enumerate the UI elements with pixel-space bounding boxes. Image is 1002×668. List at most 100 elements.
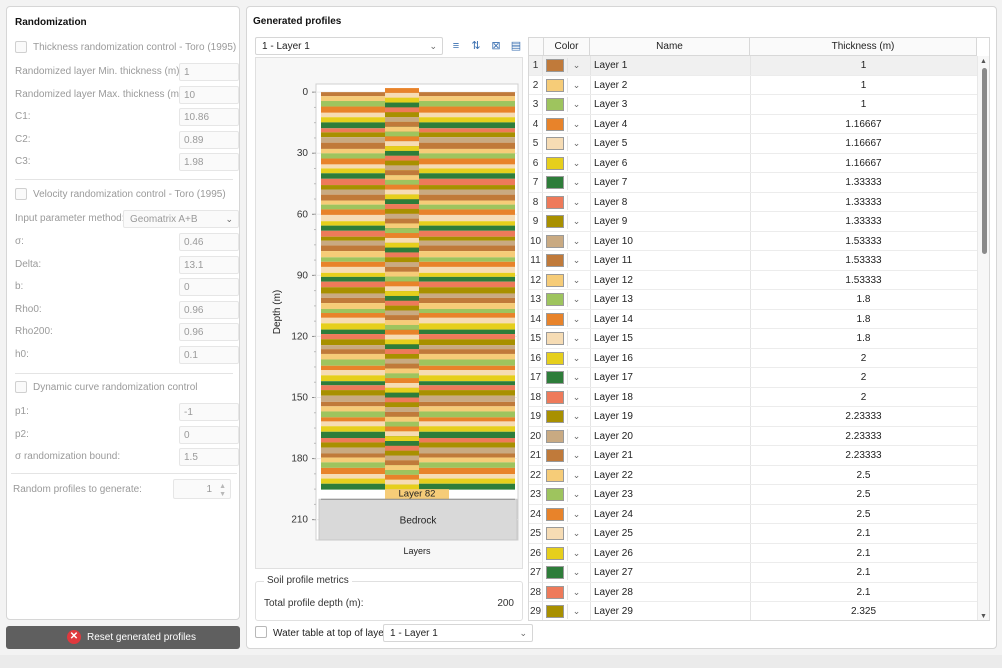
layer-name-cell[interactable]: Layer 29 [594, 606, 633, 617]
table-row[interactable]: 29 ⌄ Layer 29 2.325 [529, 602, 977, 620]
chevron-down-icon[interactable]: ⌄ [567, 175, 585, 190]
layer-thickness-cell[interactable]: 2.5 [856, 508, 871, 520]
color-swatch[interactable] [546, 215, 564, 228]
chevron-up-icon[interactable]: ▲ [219, 483, 226, 490]
layer-name-cell[interactable]: Layer 20 [594, 430, 633, 442]
table-row[interactable]: 27 ⌄ Layer 27 2.1 [529, 563, 977, 583]
field-input[interactable]: 13.1 [179, 255, 239, 274]
field-input[interactable]: 1.98 [179, 153, 239, 171]
scrollbar-thumb[interactable] [982, 68, 987, 254]
chevron-down-icon[interactable]: ⌄ [567, 370, 585, 385]
color-swatch[interactable] [546, 156, 564, 170]
table-row[interactable]: 16 ⌄ Layer 16 2 [529, 348, 977, 368]
water-table-checkbox[interactable] [255, 626, 267, 638]
layer-thickness-cell[interactable]: 2 [860, 352, 867, 364]
input-method-select[interactable]: Geomatrix A+B ⌄ [123, 210, 239, 228]
color-swatch[interactable] [546, 137, 564, 150]
table-row[interactable]: 8 ⌄ Layer 8 1.33333 [529, 192, 977, 212]
layer-name-cell[interactable]: Layer 26 [594, 547, 633, 559]
layer-thickness-cell[interactable]: 1 [860, 99, 867, 110]
chevron-down-icon[interactable]: ⌄ [567, 565, 585, 580]
scroll-down-icon[interactable]: ▼ [980, 613, 987, 620]
chevron-down-icon[interactable]: ⌄ [567, 487, 585, 502]
table-row[interactable]: 1 ⌄ Layer 1 1 [529, 56, 977, 76]
field-input[interactable]: 0 [179, 278, 239, 296]
field-input[interactable]: 0.1 [179, 345, 239, 364]
color-swatch[interactable] [546, 59, 564, 72]
table-row[interactable]: 20 ⌄ Layer 20 2.23333 [529, 426, 977, 446]
random-profiles-stepper[interactable]: 1 ▲ ▼ [173, 479, 231, 499]
scroll-up-icon[interactable]: ▲ [980, 58, 987, 65]
color-swatch[interactable] [546, 254, 564, 267]
chevron-down-icon[interactable]: ⌄ [567, 428, 585, 444]
color-swatch[interactable] [546, 605, 564, 618]
table-row[interactable]: 9 ⌄ Layer 9 1.33333 [529, 212, 977, 232]
chevron-down-icon[interactable]: ⌄ [567, 97, 585, 112]
chevron-down-icon[interactable]: ⌄ [567, 253, 585, 268]
layer-name-cell[interactable]: Layer 4 [594, 118, 628, 130]
layer-name-cell[interactable]: Layer 8 [594, 196, 628, 208]
table-row[interactable]: 17 ⌄ Layer 17 2 [529, 368, 977, 388]
table-row[interactable]: 13 ⌄ Layer 13 1.8 [529, 290, 977, 310]
chevron-down-icon[interactable]: ⌄ [567, 389, 585, 405]
layer-name-cell[interactable]: Layer 12 [594, 274, 633, 286]
chevron-down-icon[interactable]: ⌄ [567, 526, 585, 541]
color-swatch[interactable] [546, 429, 564, 443]
layer-name-cell[interactable]: Layer 11 [594, 255, 633, 266]
chevron-down-icon[interactable]: ⌄ [567, 116, 585, 132]
table-row[interactable]: 26 ⌄ Layer 26 2.1 [529, 543, 977, 563]
table-row[interactable]: 15 ⌄ Layer 15 1.8 [529, 329, 977, 349]
thickness-column-header[interactable]: Thickness (m) [750, 38, 977, 56]
chevron-down-icon[interactable]: ⌄ [567, 331, 585, 346]
layer-thickness-cell[interactable]: 2.1 [856, 547, 871, 559]
layer-thickness-cell[interactable]: 2.1 [856, 567, 871, 578]
color-swatch[interactable] [546, 332, 564, 345]
color-swatch[interactable] [546, 195, 564, 209]
color-swatch[interactable] [546, 371, 564, 384]
table-row[interactable]: 3 ⌄ Layer 3 1 [529, 95, 977, 115]
grid-scrollbar[interactable]: ▲ ▼ [977, 56, 989, 620]
table-row[interactable]: 7 ⌄ Layer 7 1.33333 [529, 173, 977, 193]
color-swatch[interactable] [546, 585, 564, 599]
layer-thickness-cell[interactable]: 2.1 [856, 528, 871, 539]
layer-thickness-cell[interactable]: 1.53333 [845, 274, 882, 286]
field-input[interactable]: 10.86 [179, 108, 239, 126]
color-swatch[interactable] [546, 98, 564, 111]
field-input[interactable]: -1 [179, 403, 239, 421]
color-swatch[interactable] [546, 78, 564, 92]
table-row[interactable]: 25 ⌄ Layer 25 2.1 [529, 524, 977, 544]
color-swatch[interactable] [546, 507, 564, 521]
color-swatch[interactable] [546, 234, 564, 248]
chevron-down-icon[interactable]: ⌄ [567, 77, 585, 93]
thickness-randomization-checkbox[interactable] [15, 41, 27, 53]
layer-name-cell[interactable]: Layer 24 [594, 508, 633, 520]
layer-name-cell[interactable]: Layer 16 [594, 352, 633, 364]
table-row[interactable]: 12 ⌄ Layer 12 1.53333 [529, 270, 977, 290]
field-input[interactable]: 0.46 [179, 233, 239, 251]
table-row[interactable]: 2 ⌄ Layer 2 1 [529, 75, 977, 95]
table-row[interactable]: 23 ⌄ Layer 23 2.5 [529, 485, 977, 505]
color-column-header[interactable]: Color [544, 38, 590, 56]
color-swatch[interactable] [546, 312, 564, 326]
table-row[interactable]: 28 ⌄ Layer 28 2.1 [529, 582, 977, 602]
layer-thickness-cell[interactable]: 1 [860, 79, 867, 91]
layer-thickness-cell[interactable]: 1.16667 [845, 118, 882, 130]
chevron-down-icon[interactable]: ⌄ [567, 292, 585, 307]
layer-thickness-cell[interactable]: 2.1 [856, 586, 871, 598]
field-input[interactable]: 0.96 [179, 300, 239, 319]
color-swatch[interactable] [546, 351, 564, 365]
reset-generated-profiles-button[interactable]: ✕ Reset generated profiles [6, 626, 240, 649]
table-row[interactable]: 22 ⌄ Layer 22 2.5 [529, 465, 977, 485]
color-swatch[interactable] [546, 546, 564, 560]
chevron-down-icon[interactable]: ⌄ [567, 214, 585, 229]
layer-thickness-cell[interactable]: 1.53333 [845, 255, 882, 266]
velocity-randomization-checkbox[interactable] [15, 188, 27, 200]
layer-name-cell[interactable]: Layer 27 [594, 567, 633, 578]
layer-name-cell[interactable]: Layer 21 [594, 450, 633, 461]
layer-name-cell[interactable]: Layer 7 [594, 177, 628, 188]
layer-name-cell[interactable]: Layer 6 [594, 157, 628, 169]
field-input[interactable]: 0 [179, 425, 239, 444]
chevron-down-icon[interactable]: ⌄ [567, 272, 585, 288]
layer-name-cell[interactable]: Layer 19 [594, 411, 633, 422]
color-swatch[interactable] [546, 273, 564, 287]
